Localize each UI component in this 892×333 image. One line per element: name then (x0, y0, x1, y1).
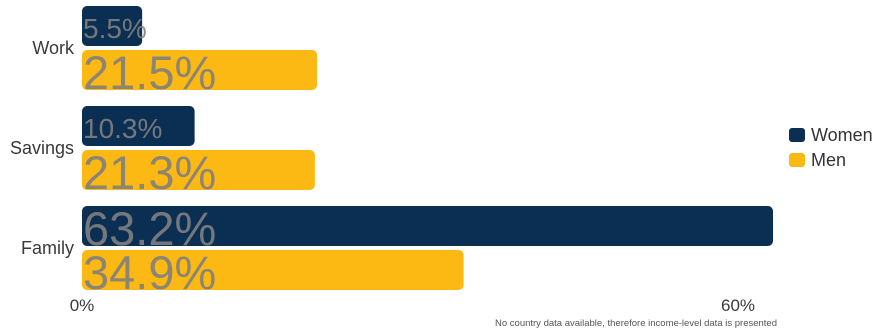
legend-label-men: Men (811, 150, 846, 170)
data-label-family-women: 63.2% (83, 202, 216, 255)
footnote: No country data available, therefore inc… (495, 318, 777, 329)
data-label-work-women: 5.5% (83, 13, 147, 44)
bar-savings-women (82, 106, 195, 146)
category-labels: Work Savings Family (10, 38, 75, 258)
legend: Women Men (789, 125, 873, 170)
data-label-work-men: 21.5% (83, 46, 216, 99)
bar-family-men (82, 250, 464, 290)
bar-work-women (82, 6, 143, 46)
legend-label-women: Women (811, 125, 873, 145)
legend-swatch-men (789, 153, 805, 167)
x-axis-ticks: 0% 60% (70, 296, 755, 315)
bar-savings-men (82, 150, 315, 190)
category-label-savings: Savings (10, 138, 74, 158)
bar-work-men (82, 50, 318, 90)
x-tick-label-0-: 0% (70, 296, 95, 315)
data-label-savings-women: 10.3% (83, 113, 162, 144)
data-label-savings-men: 21.3% (83, 146, 216, 199)
x-tick-label-60-: 60% (721, 296, 755, 315)
data-label-family-men: 34.9% (83, 246, 216, 299)
bars-group: 5.5%21.5% 10.3%21.3%63.2%34.9% (82, 6, 773, 299)
legend-swatch-women (789, 128, 805, 142)
category-label-work: Work (32, 38, 75, 58)
category-label-family: Family (21, 238, 74, 258)
bar-family-women (82, 206, 773, 246)
